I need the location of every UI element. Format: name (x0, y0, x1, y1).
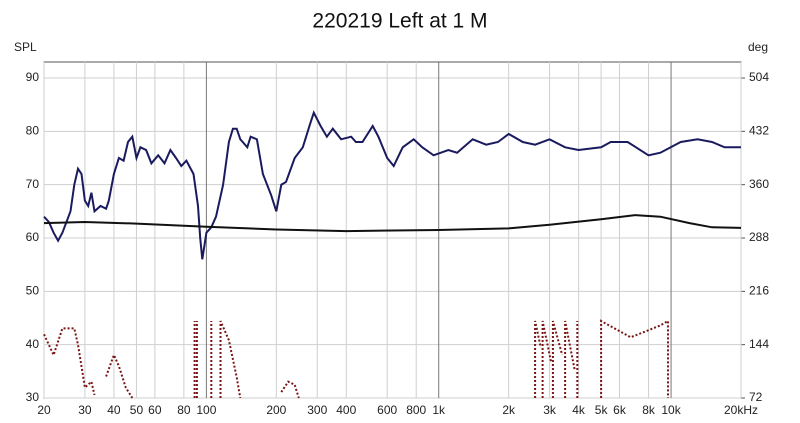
x-tick-label: 2k (502, 403, 516, 417)
y2-tick-label: 432 (749, 124, 769, 138)
x-tick-label: 3k (543, 403, 557, 417)
y-tick-label: 40 (26, 337, 40, 351)
series-line (43, 319, 669, 399)
x-tick-label: 300 (307, 403, 327, 417)
x-tick-label: 30 (78, 403, 92, 417)
x-tick-label: 10k (661, 403, 681, 417)
y2-tick-label: 144 (749, 337, 769, 351)
x-tick-label: 20kHz (724, 403, 758, 417)
x-tick-label: 800 (406, 403, 426, 417)
y-tick-label: 90 (26, 70, 40, 84)
x-tick-label: 6k (613, 403, 627, 417)
x-tick-label: 400 (336, 403, 356, 417)
x-tick-label: 600 (377, 403, 397, 417)
y2-axis-label: deg (748, 40, 768, 54)
y-tick-label: 30 (26, 390, 40, 404)
y-tick-label: 70 (26, 177, 40, 191)
x-tick-label: 100 (196, 403, 216, 417)
series-line (43, 110, 741, 260)
x-tick-label: 4k (572, 403, 586, 417)
y2-tick-label: 72 (749, 390, 763, 404)
x-tick-label: 60 (148, 403, 162, 417)
y2-tick-label: 288 (749, 230, 769, 244)
x-tick-label: 80 (177, 403, 191, 417)
x-tick-label: 200 (266, 403, 286, 417)
chart-title: 220219 Left at 1 M (312, 10, 487, 33)
x-tick-label: 5k (595, 403, 609, 417)
x-tick-label: 40 (107, 403, 121, 417)
y2-tick-label: 504 (749, 70, 769, 84)
y-tick-label: 60 (26, 230, 40, 244)
x-tick-label: 8k (642, 403, 656, 417)
x-tick-label: 50 (130, 403, 144, 417)
y2-tick-label: 216 (749, 284, 769, 298)
y-tick-label: 50 (26, 284, 40, 298)
x-tick-label: 1k (432, 403, 446, 417)
x-tick-label: 20 (37, 403, 51, 417)
series-line (43, 214, 742, 233)
y2-tick-label: 360 (749, 177, 769, 191)
y-tick-label: 80 (26, 124, 40, 138)
y-axis-label: SPL (14, 40, 37, 54)
